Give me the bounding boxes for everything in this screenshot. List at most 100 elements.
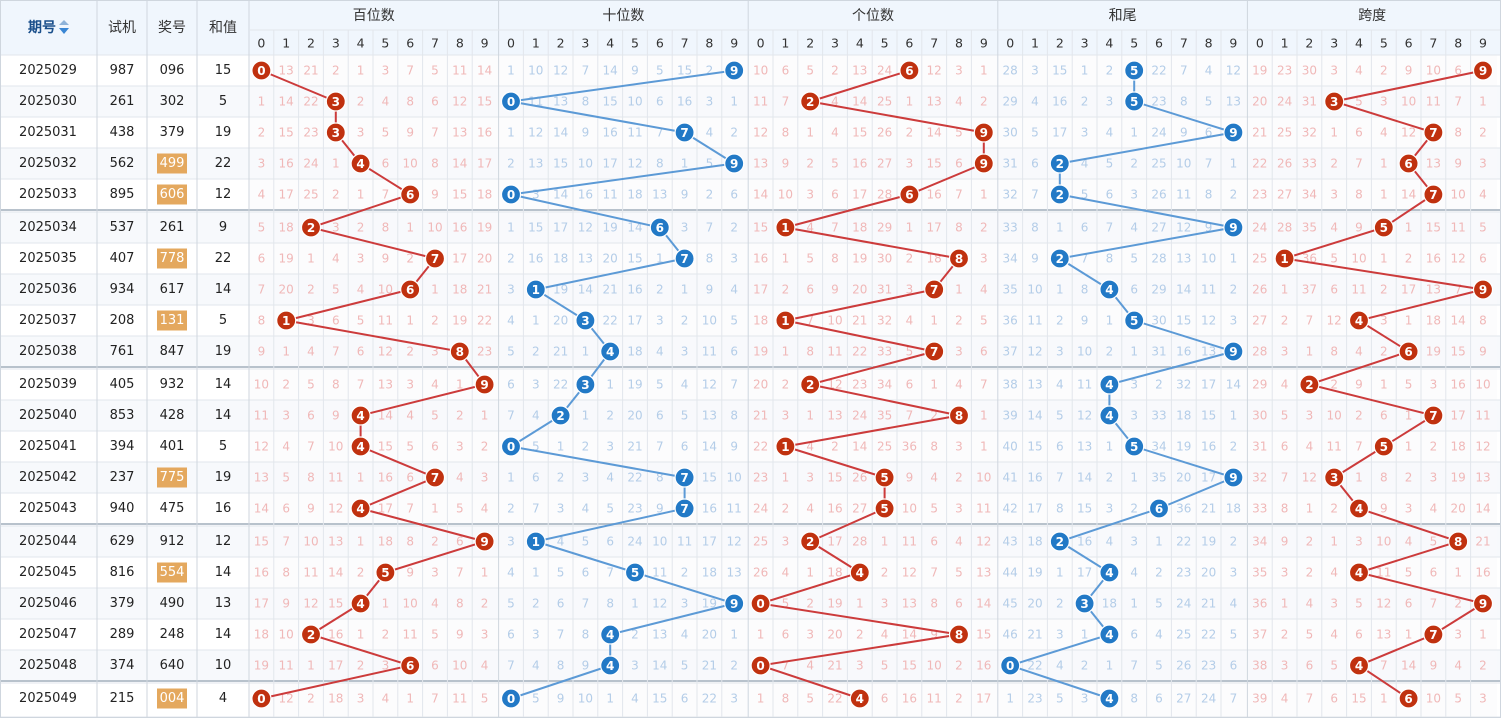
trial-cell: 407 — [110, 251, 135, 266]
miss-value: 8 — [406, 535, 414, 549]
ball-value: 4 — [856, 566, 864, 580]
ball-value: 5 — [1130, 95, 1138, 109]
miss-value: 3 — [1230, 314, 1238, 328]
ball-circle — [899, 184, 920, 205]
miss-value: 17 — [553, 221, 568, 235]
miss-value: 3 — [631, 659, 639, 673]
miss-value: 7 — [1281, 471, 1289, 485]
miss-value: 15 — [677, 64, 692, 78]
miss-value: 5 — [357, 314, 365, 328]
ball-circle — [449, 341, 470, 362]
miss-value: 14 — [1226, 378, 1241, 392]
ball-value: 9 — [1479, 597, 1487, 611]
miss-value: 10 — [328, 440, 343, 454]
prize-highlight — [157, 562, 187, 583]
miss-value: 6 — [1306, 659, 1314, 673]
miss-value: 2 — [507, 157, 515, 171]
miss-value: 3 — [1281, 566, 1289, 580]
miss-value: 24 — [877, 64, 892, 78]
miss-value: 6 — [730, 345, 738, 359]
miss-value: 14 — [652, 659, 667, 673]
miss-value: 19 — [702, 597, 717, 611]
draw-ball: 9 — [1472, 279, 1494, 300]
ball-circle — [500, 436, 522, 457]
miss-value: 33 — [1252, 502, 1267, 516]
miss-value: 10 — [1027, 283, 1042, 297]
miss-value: 1 — [980, 440, 988, 454]
ball-circle — [1324, 91, 1345, 112]
miss-value: 8 — [1180, 95, 1188, 109]
ball-value: 0 — [1006, 659, 1014, 673]
miss-value: 23 — [477, 345, 492, 359]
miss-value: 3 — [730, 692, 738, 706]
miss-value: 25 — [303, 188, 318, 202]
miss-value: 3 — [1230, 566, 1238, 580]
ball-value: 0 — [507, 692, 515, 706]
digit-header: 1 — [1281, 36, 1289, 51]
miss-value: 17 — [452, 252, 467, 266]
miss-value: 3 — [656, 314, 664, 328]
digit-header: 3 — [1081, 36, 1089, 51]
miss-value: 39 — [1003, 409, 1018, 423]
miss-value: 4 — [1106, 126, 1114, 140]
prize-cell: 096 — [160, 63, 185, 78]
miss-value: 10 — [652, 535, 667, 549]
miss-value: 2 — [881, 566, 889, 580]
ball-value: 4 — [1105, 378, 1113, 392]
miss-value: 7 — [930, 566, 938, 580]
miss-value: 33 — [1151, 409, 1166, 423]
miss-value: 22 — [1201, 628, 1216, 642]
miss-value: 7 — [831, 221, 839, 235]
miss-value: 2 — [1106, 64, 1114, 78]
miss-value: 4 — [955, 535, 963, 549]
miss-value: 3 — [1330, 188, 1338, 202]
miss-value: 3 — [955, 440, 963, 454]
miss-value: 7 — [382, 188, 390, 202]
miss-value: 1 — [980, 409, 988, 423]
sort-arrows-icon[interactable] — [59, 20, 69, 34]
miss-value: 16 — [1027, 471, 1042, 485]
miss-value: 2 — [1380, 283, 1388, 297]
miss-value: 3 — [282, 409, 290, 423]
miss-value: 2 — [1454, 597, 1462, 611]
miss-value: 1 — [1155, 535, 1163, 549]
ball-value: 3 — [332, 126, 340, 140]
miss-value: 25 — [1176, 628, 1191, 642]
miss-value: 9 — [930, 628, 938, 642]
prize-cell: 499 — [160, 156, 185, 171]
miss-value: 8 — [1081, 283, 1089, 297]
miss-value: 2 — [1355, 409, 1363, 423]
miss-value: 5 — [906, 345, 914, 359]
ball-circle — [1124, 60, 1145, 81]
miss-value: 9 — [831, 283, 839, 297]
miss-value: 15 — [1426, 221, 1441, 235]
miss-value: 16 — [677, 95, 692, 109]
ball-circle — [973, 122, 994, 143]
miss-value: 14 — [927, 126, 942, 140]
miss-value: 2 — [980, 221, 988, 235]
ball-value: 0 — [507, 95, 515, 109]
prize-cell: 606 — [160, 187, 185, 202]
issue-header[interactable]: 期号 — [28, 20, 56, 36]
miss-value: 3 — [782, 535, 790, 549]
miss-value: 1 — [1479, 95, 1487, 109]
miss-value: 1 — [730, 628, 738, 642]
miss-value: 15 — [378, 440, 393, 454]
sum-cell: 19 — [215, 125, 232, 140]
miss-value: 9 — [906, 471, 914, 485]
miss-value: 28 — [877, 188, 892, 202]
miss-value: 1 — [631, 597, 639, 611]
sum-cell: 14 — [215, 565, 232, 580]
ball-value: 2 — [307, 221, 315, 235]
digit-header: 9 — [481, 36, 489, 51]
miss-value: 8 — [1454, 126, 1462, 140]
miss-value: 3 — [1454, 628, 1462, 642]
miss-value: 16 — [328, 628, 343, 642]
draw-ball: 6 — [899, 60, 920, 81]
miss-value: 6 — [930, 535, 938, 549]
miss-value: 22 — [1252, 157, 1267, 171]
ball-value: 0 — [756, 597, 764, 611]
trial-cell: 853 — [110, 408, 135, 423]
prize-highlight — [157, 153, 187, 174]
miss-value: 17 — [477, 157, 492, 171]
